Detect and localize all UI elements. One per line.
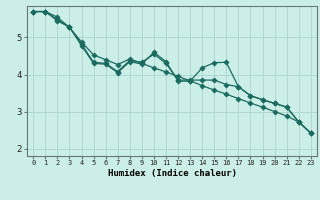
X-axis label: Humidex (Indice chaleur): Humidex (Indice chaleur) — [108, 169, 236, 178]
